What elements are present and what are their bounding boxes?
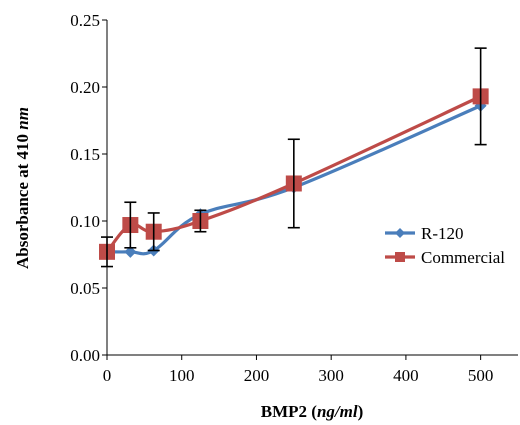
x-tick-label: 0 bbox=[103, 366, 112, 385]
point-r-120 bbox=[124, 245, 137, 258]
legend-marker-commercial bbox=[395, 252, 405, 262]
y-tick-label: 0.00 bbox=[70, 346, 100, 365]
legend-marker-r-120 bbox=[395, 228, 405, 238]
y-tick-label: 0.25 bbox=[70, 11, 100, 30]
y-tick-label: 0.10 bbox=[70, 212, 100, 231]
x-axis-title-prefix: BMP2 ( bbox=[261, 402, 318, 421]
x-tick-label: 500 bbox=[468, 366, 494, 385]
legend: R-120 Commercial bbox=[385, 224, 505, 267]
x-axis-title-italic: ng/ml bbox=[317, 402, 358, 421]
y-axis-title-italic: nm bbox=[13, 107, 32, 130]
x-tick-label: 100 bbox=[169, 366, 195, 385]
y-tick-label: 0.15 bbox=[70, 145, 100, 164]
y-tick-label: 0.20 bbox=[70, 78, 100, 97]
y-axis-title-prefix: Absorbance at 410 bbox=[13, 130, 32, 269]
x-tick-label: 300 bbox=[318, 366, 344, 385]
axes: 0.00 0.05 0.10 0.15 0.20 0.25 0 100 200 300 400 500 bbox=[70, 11, 518, 385]
legend-label-r-120: R-120 bbox=[421, 224, 464, 243]
x-tick-label: 400 bbox=[393, 366, 419, 385]
x-axis-title: BMP2 (ng/ml) bbox=[261, 402, 363, 421]
legend-label-commercial: Commercial bbox=[421, 248, 505, 267]
y-axis-title: Absorbance at 410 nm bbox=[13, 107, 32, 269]
x-axis-title-suffix: ) bbox=[358, 402, 364, 421]
x-tick-label: 200 bbox=[244, 366, 270, 385]
errorbar-layer bbox=[101, 47, 487, 268]
y-tick-label: 0.05 bbox=[70, 279, 100, 298]
